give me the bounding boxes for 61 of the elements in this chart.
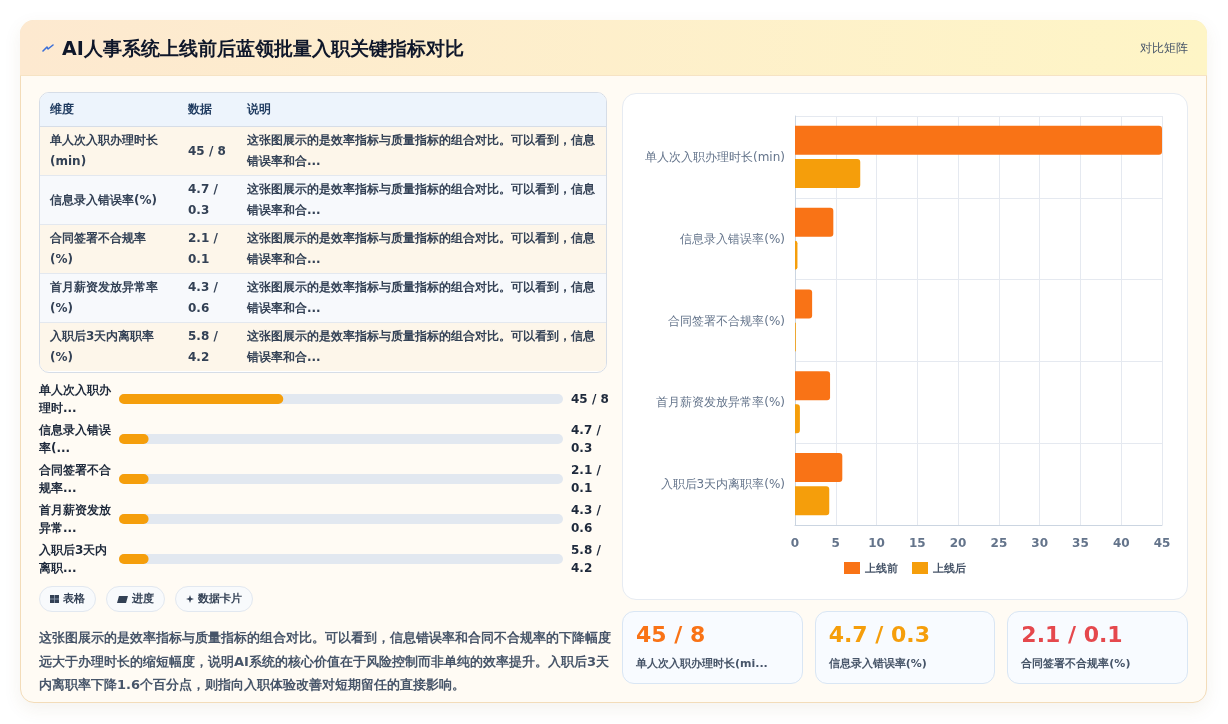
category-label: 数据卡片 xyxy=(198,591,242,607)
y2-tick-label: 4.3 / 0.6 xyxy=(571,503,605,535)
text: AI人事系统上线前后蓝领批量入职关键指标对比 xyxy=(62,36,464,61)
x-tick-label: 5 xyxy=(831,536,840,550)
bar xyxy=(795,207,834,237)
legend-label: 上线后 xyxy=(932,561,966,575)
y2-tick-label: 2.1 / 0.1 xyxy=(571,463,605,495)
text: 对比矩阵 xyxy=(1140,40,1188,57)
y-tick-label: 信息录入错误率(... xyxy=(38,423,112,455)
x-tick-label: 15 xyxy=(908,536,926,550)
x-tick-label: 45 xyxy=(1153,536,1171,550)
text: 4.7 / 0.3 xyxy=(188,182,218,217)
bar xyxy=(795,404,800,434)
x-tick-label: 20 xyxy=(949,536,967,550)
text: 45 / 8 xyxy=(188,143,226,158)
y-tick-label: 首月薪资发放异常率(%) xyxy=(656,395,785,410)
category-label: 单人次入职办理时长(mi... xyxy=(636,656,768,671)
text: 4.7 / 0.3 xyxy=(828,622,930,647)
y-tick-label: 入职后3天内离职率(%) xyxy=(660,477,785,492)
category-label: 进度 xyxy=(132,591,154,607)
text: 这张图展示的是效率指标与质量指标的组合对比。可以看到，信息错误率和合... xyxy=(247,133,595,168)
category-label: 合同签署不合规率(%) xyxy=(1021,656,1131,671)
text: 这张图展示的是效率指标与质量指标的组合对比。可以看到，信息错误率和合... xyxy=(247,182,595,217)
legend-label: 上线前 xyxy=(864,561,898,575)
text: 这张图展示的是效率指标与质量指标的组合对比。可以看到，信息错误率和合同不合规率的下降幅度远大于办理时长的缩短幅度，说明AI系统的核心价值在于风险控制而非单纯的效率提升。入职后3天内离职率下降1.6个百分点，则指向入职体验改善对短期留任的直接影响。 xyxy=(39,629,612,694)
bar xyxy=(795,453,843,483)
y-tick-label: 合同签署不合规率... xyxy=(38,463,112,495)
category-label: 表格 xyxy=(63,591,85,607)
text: 5.8 / 4.2 xyxy=(188,329,218,364)
text: 这张图展示的是效率指标与质量指标的组合对比。可以看到，信息错误率和合... xyxy=(247,280,595,315)
y-tick-label: 信息录入错误率(%) xyxy=(680,231,785,246)
text: 2.1 / 0.1 xyxy=(1021,622,1123,647)
text: 这张图展示的是效率指标与质量指标的组合对比。可以看到，信息错误率和合... xyxy=(247,329,595,364)
y-tick-label: 单人次入职办理时长(min) xyxy=(645,149,785,164)
x-tick-label: 30 xyxy=(1031,536,1049,550)
bar xyxy=(795,289,813,319)
bar xyxy=(795,158,861,188)
text: 45 / 8 xyxy=(636,622,706,647)
bar xyxy=(795,371,831,401)
x-tick-label: 40 xyxy=(1112,536,1130,550)
y2-tick-label: 4.7 / 0.3 xyxy=(571,423,605,455)
category-label: 说明 xyxy=(237,93,606,127)
bar xyxy=(795,125,1162,155)
x-tick-label: 0 xyxy=(790,536,800,550)
y-tick-label: 入职后3天内离职... xyxy=(38,543,108,575)
text: 信息录入错误率(%) xyxy=(50,192,157,207)
y-tick-label: 单人次入职办理时... xyxy=(38,383,112,415)
category-label: 维度 xyxy=(40,93,178,127)
y2-tick-label: 5.8 / 4.2 xyxy=(571,543,605,575)
category-label: 信息录入错误率(%) xyxy=(828,656,927,671)
y-tick-label: 合同签署不合规率(%) xyxy=(668,313,785,328)
x-tick-label: 35 xyxy=(1072,536,1089,550)
category-label: 数据 xyxy=(178,93,237,127)
text: 这张图展示的是效率指标与质量指标的组合对比。可以看到，信息错误率和合... xyxy=(247,231,595,266)
text: 4.3 / 0.6 xyxy=(188,280,218,315)
y2-tick-label: 45 / 8 xyxy=(571,392,609,406)
x-tick-label: 25 xyxy=(990,536,1008,550)
bar xyxy=(795,486,830,516)
x-tick-label: 10 xyxy=(868,536,885,550)
text: 2.1 / 0.1 xyxy=(188,231,218,266)
y-tick-label: 首月薪资发放异常... xyxy=(38,503,112,535)
